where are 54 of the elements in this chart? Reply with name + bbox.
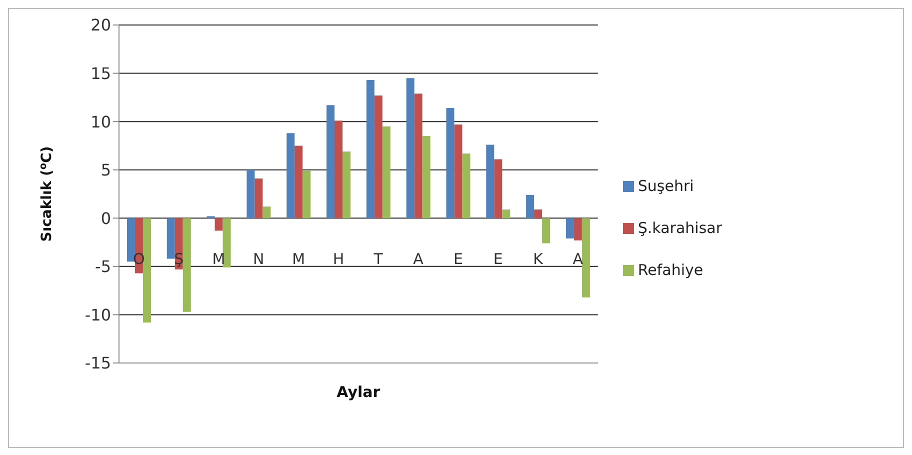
- bar: [246, 170, 255, 218]
- bar: [414, 94, 422, 218]
- bar: [422, 136, 430, 218]
- bar: [222, 218, 231, 268]
- bar: [302, 170, 311, 218]
- x-tick-label: Ş: [174, 250, 184, 268]
- legend-label: Ş.karahisar: [638, 219, 722, 237]
- bar: [166, 218, 175, 259]
- y-tick-label: 0: [100, 208, 111, 228]
- x-tick-label: T: [372, 250, 384, 268]
- x-tick-label: N: [253, 250, 264, 268]
- y-tick-label: 5: [100, 160, 111, 180]
- bar: [214, 218, 223, 231]
- y-tick-label: 20: [90, 16, 111, 35]
- bar: [334, 120, 343, 218]
- bar: [126, 218, 135, 262]
- bar: [374, 95, 382, 218]
- bar: [286, 133, 295, 218]
- y-tick-label: -10: [84, 305, 111, 324]
- y-tick-label: -5: [95, 257, 111, 276]
- bar: [182, 218, 191, 312]
- bar: [526, 194, 534, 218]
- bar: [326, 105, 335, 218]
- bar: [142, 218, 151, 322]
- bar: [534, 209, 542, 218]
- x-tick-label: H: [332, 250, 344, 268]
- legend-label: Suşehri: [638, 177, 694, 195]
- y-tick-label: 10: [90, 112, 111, 132]
- bar: [454, 124, 462, 218]
- bar: [502, 209, 510, 218]
- bar: [582, 218, 590, 298]
- bar: [574, 218, 582, 240]
- bar: [566, 218, 574, 238]
- bar: [446, 108, 454, 218]
- bar: [294, 146, 303, 218]
- bar: [494, 159, 502, 218]
- x-tick-label: M: [292, 250, 306, 268]
- legend-label: Refahiye: [638, 261, 704, 279]
- y-tick-label: 15: [90, 64, 111, 83]
- x-tick-label: E: [493, 250, 503, 268]
- bar: [382, 126, 390, 218]
- bar: [342, 152, 351, 218]
- bar: [366, 80, 374, 218]
- x-axis-title: Aylar: [336, 383, 381, 401]
- bar: [254, 178, 263, 218]
- bar: [542, 218, 550, 244]
- bar: [406, 78, 414, 218]
- x-tick-label: E: [453, 250, 463, 268]
- x-tick-label: K: [533, 250, 544, 268]
- y-tick-label: -15: [84, 354, 111, 373]
- bar: [462, 153, 470, 218]
- x-tick-label: A: [413, 250, 424, 268]
- bar: [486, 144, 494, 218]
- bar: [262, 206, 271, 218]
